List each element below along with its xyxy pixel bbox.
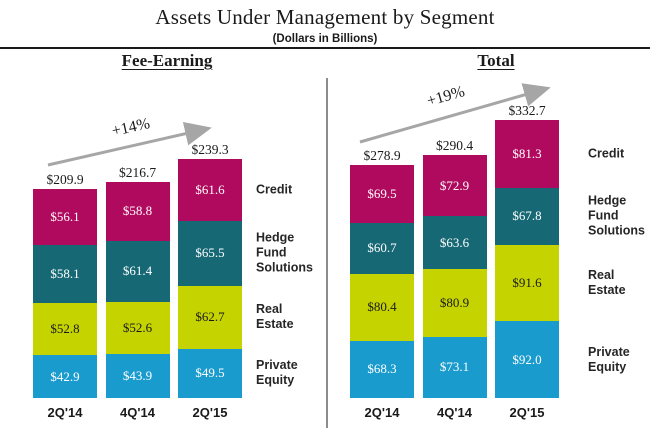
- legend-label-private-equity: Private Equity: [256, 358, 298, 388]
- bar-value-label: $61.6: [195, 182, 225, 198]
- bar-value-label: $68.3: [367, 361, 397, 377]
- bar-value-label: $49.5: [195, 365, 225, 381]
- bar-total-label: $278.9: [363, 148, 401, 164]
- bar-segment-real-estate: [105, 301, 170, 355]
- bar-value-label: $52.8: [50, 320, 80, 336]
- bar-value-label: $43.9: [122, 368, 153, 384]
- legend-label-hedge-fund-solutions: Hedge Fund Solutions: [256, 230, 313, 275]
- bar-segment-hedge-fund-solutions: [178, 220, 242, 287]
- bar-segment-credit: [178, 159, 242, 221]
- bar-segment-credit: [33, 188, 97, 245]
- bar-segment-private-equity: [422, 336, 487, 398]
- bar-value-label: $80.9: [439, 295, 470, 311]
- x-axis-label: 2Q'14: [364, 405, 400, 420]
- bar-segment-private-equity: [178, 348, 242, 398]
- bar-value-label: $81.3: [512, 146, 542, 162]
- bar-value-label: $72.9: [439, 177, 470, 193]
- bar-value-label: $61.4: [122, 263, 153, 279]
- bar-segment-private-equity: [105, 354, 170, 398]
- bar-value-label: $73.1: [439, 359, 470, 375]
- x-axis-label: 4Q'14: [120, 405, 155, 420]
- bar-value-label: $67.8: [512, 208, 542, 224]
- bar-segment-credit: [422, 155, 487, 217]
- bar-value-label: $60.7: [367, 240, 397, 256]
- bar-total-label: $209.9: [46, 171, 84, 187]
- bar-value-label: $80.4: [367, 299, 397, 315]
- bar-value-label: $91.6: [512, 274, 542, 290]
- chart-title: Assets Under Management by Segment: [155, 5, 495, 29]
- bar-segment-hedge-fund-solutions: [422, 216, 487, 270]
- legend-label-private-equity: Private Equity: [588, 344, 630, 374]
- bar-value-label: $58.8: [122, 203, 153, 219]
- bar-value-label: $58.1: [50, 265, 80, 281]
- legend-label-credit: Credit: [588, 146, 625, 161]
- legend-label-hedge-fund-solutions: Hedge Fund Solutions: [588, 193, 645, 238]
- bar-segment-credit: [350, 165, 414, 224]
- bar-segment-private-equity: [350, 340, 414, 398]
- legend-label-real-estate: Real Estate: [256, 302, 294, 332]
- bar-segment-hedge-fund-solutions: [495, 188, 559, 245]
- header-rule: [0, 47, 650, 49]
- bar-total-label: $216.7: [118, 164, 157, 180]
- bar-segment-credit: [105, 181, 170, 241]
- bar-total-label: $239.3: [191, 142, 229, 158]
- growth-percent-label-right: +19%: [425, 83, 467, 110]
- bar-value-label: $65.5: [195, 245, 225, 261]
- section-header-fee-earning: Fee-Earning: [121, 51, 213, 70]
- bar-segment-credit: [495, 120, 559, 189]
- bar-value-label: $62.7: [195, 309, 225, 325]
- section-header-total: Total: [477, 51, 515, 70]
- x-axis-label: 2Q'15: [509, 405, 545, 420]
- bar-value-label: $92.0: [512, 351, 542, 367]
- legend-label-real-estate: Real Estate: [588, 267, 626, 297]
- bar-value-label: $69.5: [367, 186, 397, 202]
- bar-segment-hedge-fund-solutions: [350, 223, 414, 274]
- bar-segment-real-estate: [350, 273, 414, 341]
- bar-segment-hedge-fund-solutions: [105, 240, 170, 302]
- x-axis-label: 4Q'14: [437, 405, 472, 420]
- bar-value-label: $42.9: [50, 368, 80, 384]
- section-divider: [326, 78, 328, 428]
- bar-total-label: $290.4: [435, 138, 474, 154]
- bar-value-label: $56.1: [50, 208, 80, 224]
- bar-value-label: $63.6: [439, 234, 470, 250]
- bar-total-label: $332.7: [508, 103, 546, 119]
- legend-label-credit: Credit: [256, 182, 293, 197]
- x-axis-label: 2Q'14: [47, 405, 83, 420]
- chart-subtitle: (Dollars in Billions): [272, 33, 378, 45]
- x-axis-label: 2Q'15: [192, 405, 228, 420]
- bar-segment-real-estate: [33, 302, 97, 356]
- bar-segment-real-estate: [422, 269, 487, 337]
- bar-segment-real-estate: [495, 244, 559, 322]
- growth-percent-label-left: +14%: [110, 115, 152, 140]
- bar-segment-real-estate: [178, 286, 242, 349]
- bar-segment-private-equity: [495, 321, 559, 398]
- bar-value-label: $52.6: [122, 320, 153, 335]
- bar-segment-private-equity: [33, 355, 97, 398]
- bar-segment-hedge-fund-solutions: [33, 244, 97, 303]
